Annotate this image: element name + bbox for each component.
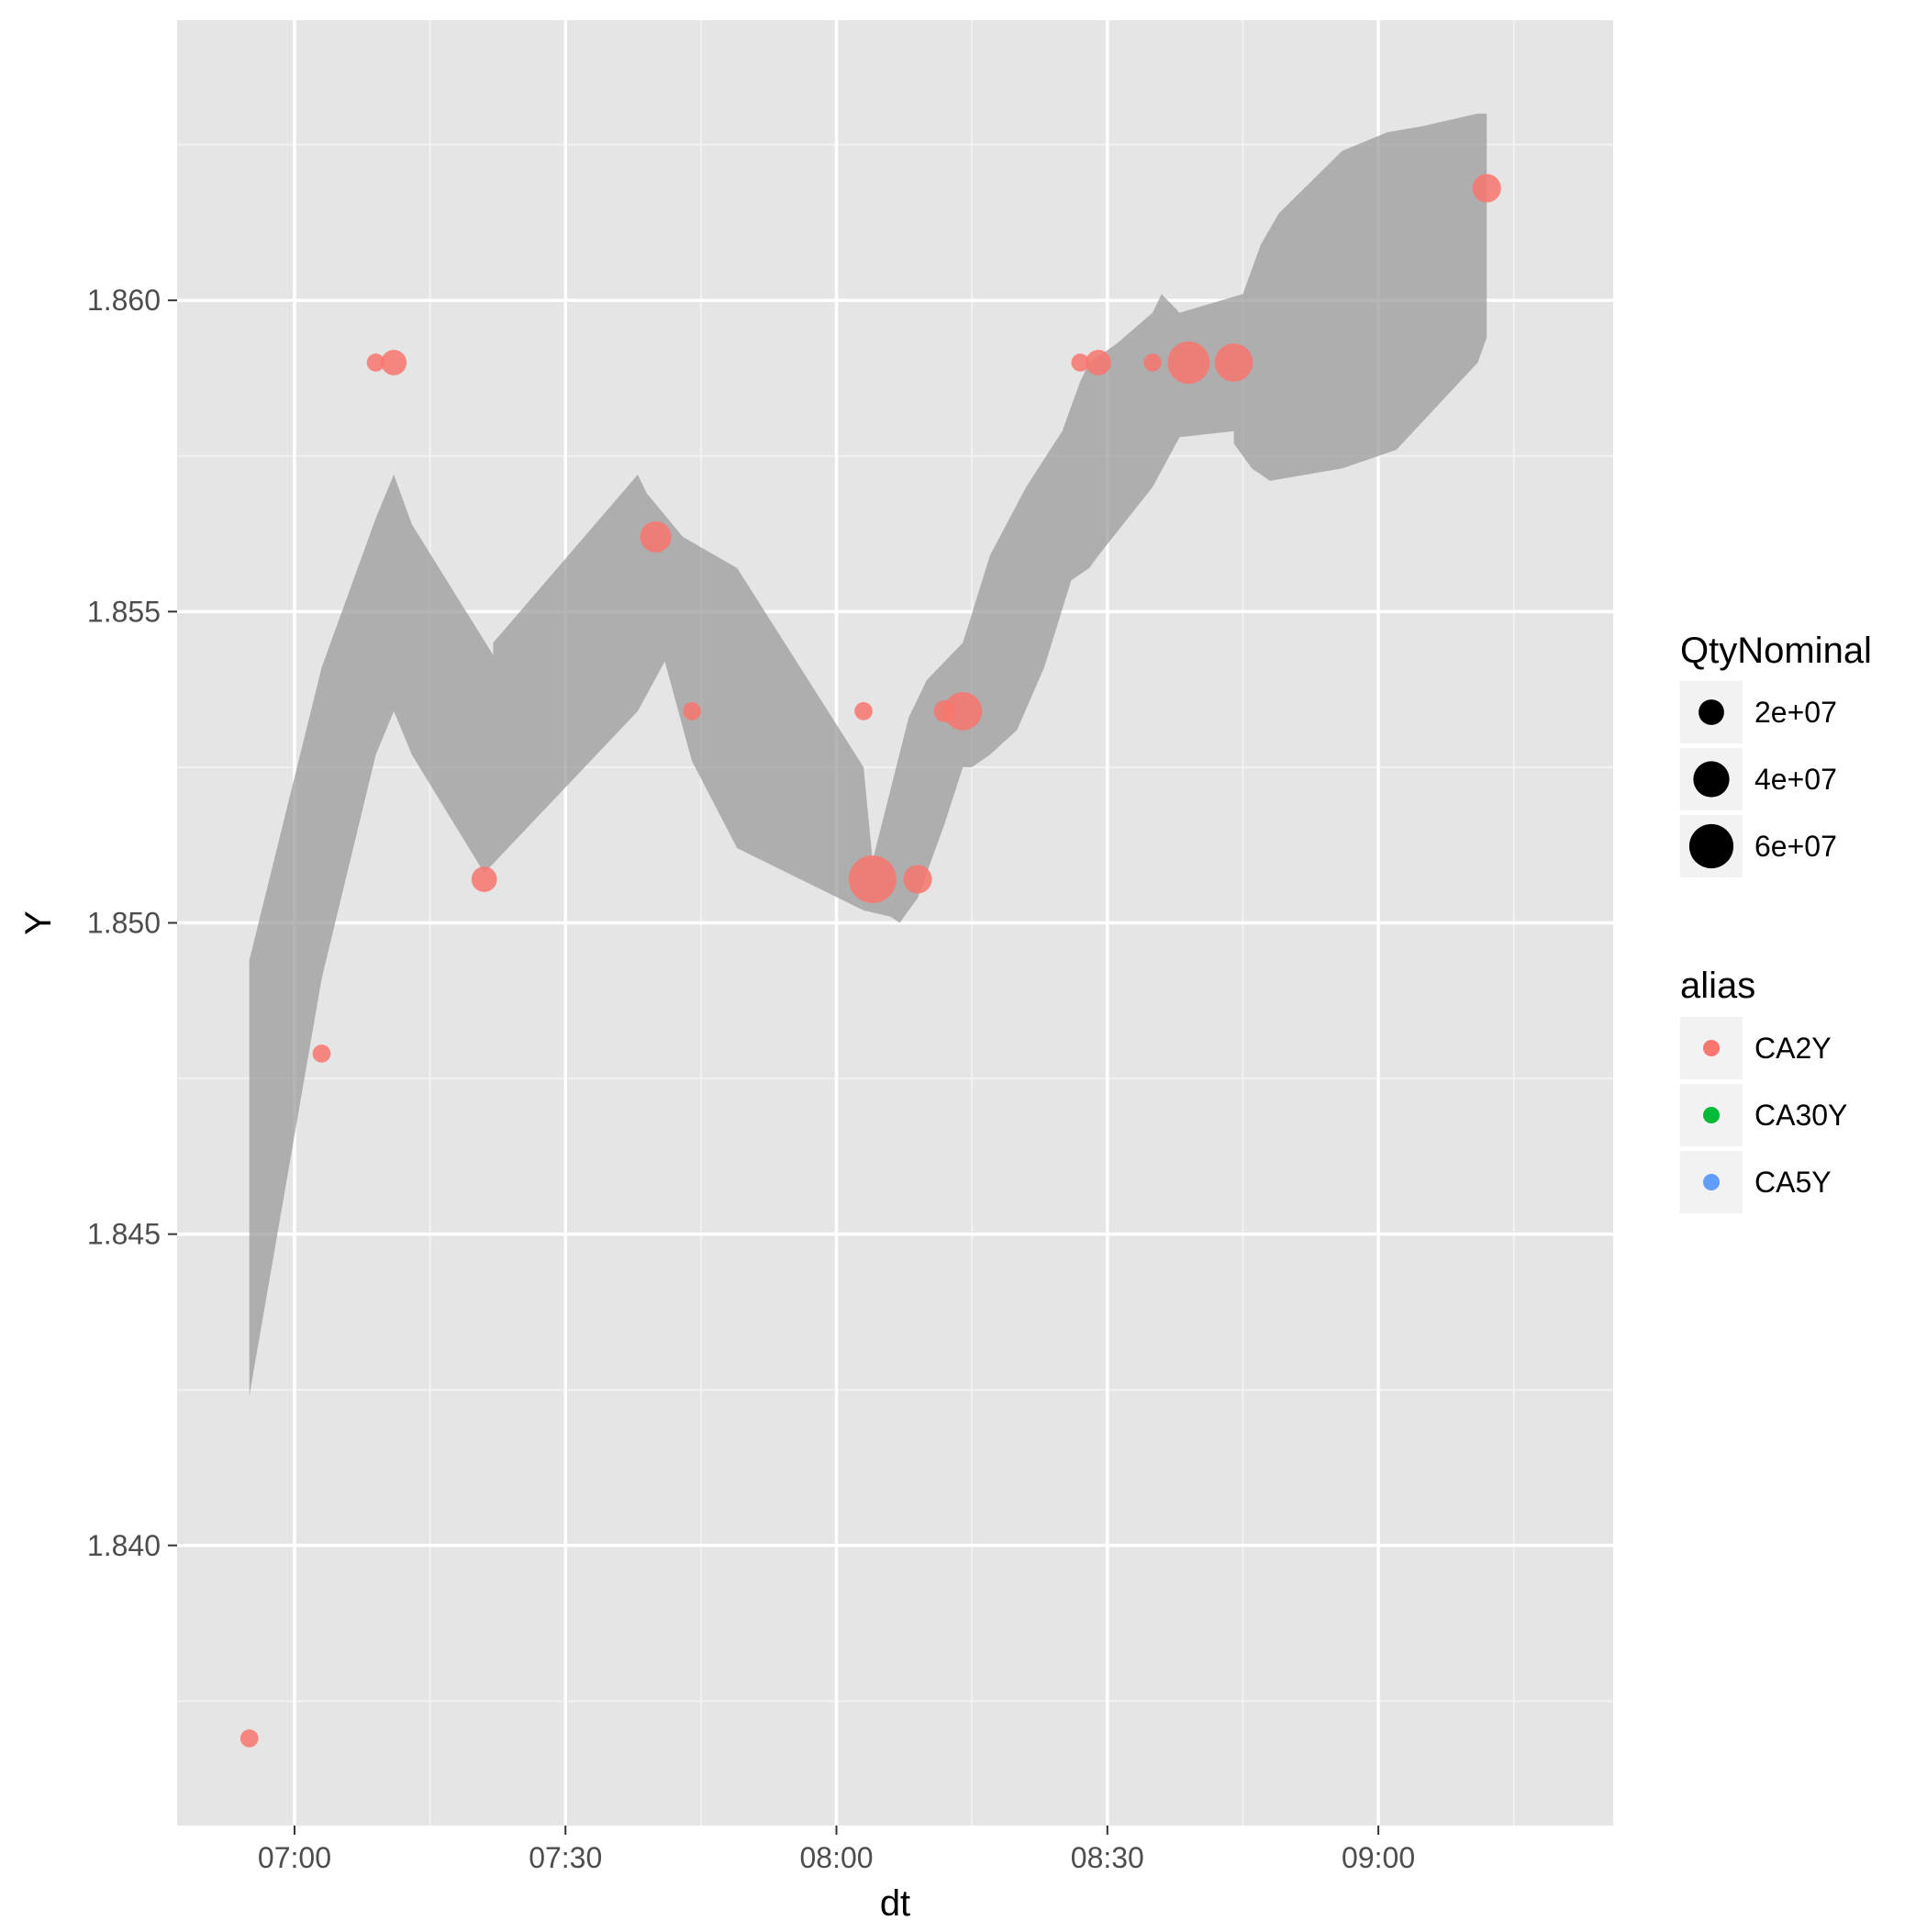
legend-color-title: alias: [1680, 966, 1755, 1006]
data-point: [471, 866, 497, 892]
data-point: [381, 350, 407, 375]
x-tick-label: 09:00: [1342, 1841, 1415, 1874]
legend-color-label: CA2Y: [1754, 1032, 1832, 1065]
legend-size-label: 6e+07: [1754, 830, 1837, 863]
legend-size-symbol: [1693, 761, 1730, 798]
x-tick-label: 08:00: [799, 1841, 873, 1874]
x-tick-label: 07:30: [529, 1841, 602, 1874]
x-tick-label: 08:30: [1071, 1841, 1144, 1874]
legend-alias: alias CA2Y CA30Y CA5Y: [1680, 966, 1847, 1213]
y-tick-label: 1.860: [87, 284, 161, 317]
x-tick-label: 07:00: [258, 1841, 331, 1874]
legend-color-label: CA5Y: [1754, 1166, 1832, 1199]
y-tick-label: 1.840: [87, 1529, 161, 1562]
y-axis-label: Y: [18, 910, 59, 935]
legend-color-symbol: [1703, 1040, 1720, 1056]
data-point: [312, 1044, 331, 1063]
legend-size-title: QtyNominal: [1680, 631, 1872, 671]
y-axis: 1.840 1.845 1.850 1.855 1.860: [87, 284, 177, 1562]
y-tick-label: 1.845: [87, 1218, 161, 1251]
data-points: [239, 173, 1501, 1748]
data-point: [1071, 353, 1090, 372]
y-tick-label: 1.850: [87, 907, 161, 940]
y-tick-label: 1.855: [87, 595, 161, 628]
legend-qtynominal: QtyNominal 2e+07 4e+07 6e+07: [1680, 631, 1872, 877]
data-point: [640, 520, 672, 553]
legend-color-symbol: [1703, 1107, 1720, 1123]
legend-color-label: CA30Y: [1754, 1099, 1847, 1132]
data-point: [943, 692, 983, 731]
x-axis-label: dt: [880, 1883, 910, 1924]
data-point: [1472, 173, 1501, 203]
confidence-band: [249, 113, 1487, 1397]
legend-size-label: 2e+07: [1754, 696, 1837, 729]
x-axis: 07:00 07:30 08:00 08:30 09:00: [258, 1826, 1415, 1874]
data-point: [366, 353, 385, 372]
data-point: [1167, 341, 1210, 385]
legend-size-label: 4e+07: [1754, 763, 1837, 796]
legend-size-symbol: [1688, 823, 1734, 869]
data-point: [848, 855, 897, 904]
data-point: [1214, 343, 1253, 382]
legend-size-symbol: [1699, 699, 1724, 725]
data-point: [1143, 353, 1162, 372]
data-point: [1086, 350, 1111, 375]
data-point: [854, 702, 873, 720]
data-point: [683, 702, 701, 720]
data-point: [239, 1729, 259, 1748]
data-point: [903, 865, 932, 894]
legend-color-symbol: [1703, 1174, 1720, 1190]
